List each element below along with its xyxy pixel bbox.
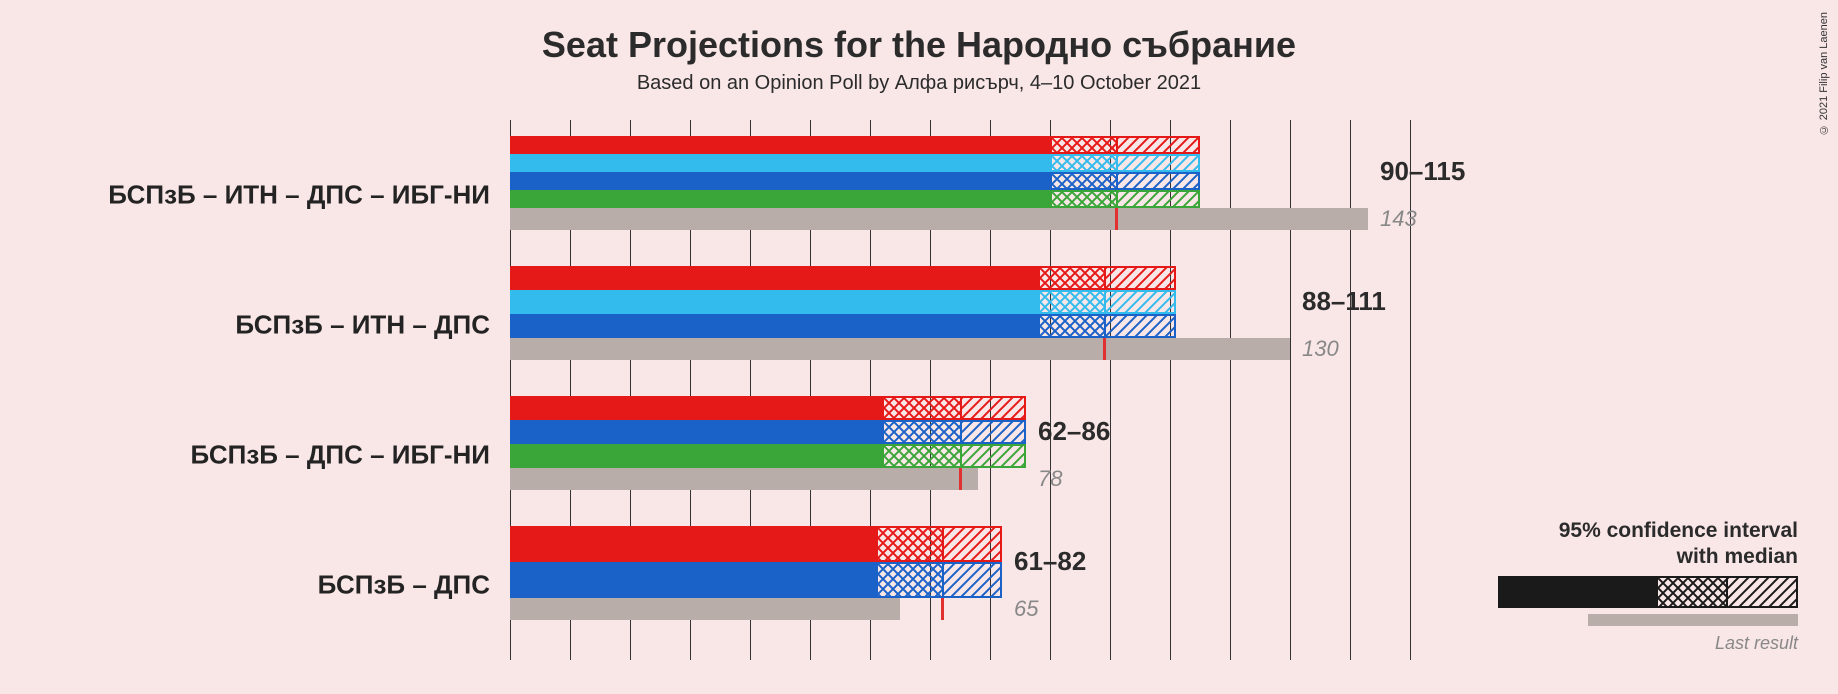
median-tick — [959, 468, 962, 490]
chart-title: Seat Projections for the Народно събрани… — [0, 0, 1838, 66]
stripe-diag — [1104, 290, 1176, 314]
stripe-diag — [1104, 266, 1176, 290]
range-label: 88–111 — [1302, 286, 1386, 317]
chart-subtitle: Based on an Opinion Poll by Алфа рисърч,… — [0, 72, 1838, 95]
stripe-crosshatch — [1038, 266, 1104, 290]
stripe-solid — [510, 562, 876, 598]
range-label: 90–115 — [1380, 156, 1465, 187]
stripe-solid — [510, 444, 882, 468]
stripe-solid — [510, 136, 1050, 154]
stripe-diag — [1104, 314, 1176, 338]
stripe-crosshatch — [882, 396, 960, 420]
stripe-diag — [942, 526, 1002, 562]
range-label: 62–86 — [1038, 416, 1110, 447]
last-result-label: 65 — [1014, 596, 1038, 622]
last-result-label: 78 — [1038, 466, 1062, 492]
legend-title: 95% confidence interval with median — [1498, 518, 1798, 571]
last-result-bar — [510, 208, 1368, 230]
legend-segment — [1728, 576, 1798, 608]
coalition-row: БСПзБ – ИТН – ДПС88–111130 — [510, 260, 1410, 390]
stripe-crosshatch — [1050, 172, 1116, 190]
stripe-crosshatch — [876, 562, 942, 598]
legend-last-bar — [1588, 614, 1798, 626]
stripe-solid — [510, 190, 1050, 208]
stripe-crosshatch — [1038, 314, 1104, 338]
legend-title-line2: with median — [1677, 545, 1798, 568]
last-result-label: 143 — [1380, 206, 1417, 232]
median-tick — [941, 598, 944, 620]
median-tick — [1115, 208, 1118, 230]
stripe-solid — [510, 172, 1050, 190]
stripe-solid — [510, 526, 876, 562]
stripe-diag — [1116, 172, 1200, 190]
copyright-text: © 2021 Filip van Laenen — [1818, 12, 1830, 135]
coalition-label: БСПзБ – ДПС — [30, 570, 490, 601]
legend-segment — [1658, 576, 1728, 608]
stripe-solid — [510, 154, 1050, 172]
range-label: 61–82 — [1014, 546, 1086, 577]
last-result-bar — [510, 468, 978, 490]
stripe-diag — [1116, 190, 1200, 208]
coalition-label: БСПзБ – ДПС – ИБГ-НИ — [30, 440, 490, 471]
stripe-solid — [510, 314, 1038, 338]
stripe-crosshatch — [882, 444, 960, 468]
stripe-diag — [942, 562, 1002, 598]
legend: 95% confidence interval with median Last… — [1498, 518, 1798, 655]
last-result-bar — [510, 338, 1290, 360]
coalition-row: БСПзБ – ДПС – ИБГ-НИ62–8678 — [510, 390, 1410, 520]
stripe-crosshatch — [882, 420, 960, 444]
coalition-row: БСПзБ – ДПС61–8265 — [510, 520, 1410, 650]
stripe-crosshatch — [1050, 136, 1116, 154]
coalition-label: БСПзБ – ИТН – ДПС – ИБГ-НИ — [30, 180, 490, 211]
stripe-crosshatch — [1050, 190, 1116, 208]
legend-title-line1: 95% confidence interval — [1559, 519, 1798, 542]
legend-segment — [1498, 576, 1658, 608]
coalition-row: БСПзБ – ИТН – ДПС – ИБГ-НИ90–115143 — [510, 130, 1410, 260]
last-result-label: 130 — [1302, 336, 1339, 362]
stripe-crosshatch — [876, 526, 942, 562]
stripe-diag — [960, 396, 1026, 420]
stripe-crosshatch — [1050, 154, 1116, 172]
median-tick — [1103, 338, 1106, 360]
stripe-solid — [510, 290, 1038, 314]
stripe-diag — [960, 444, 1026, 468]
stripe-solid — [510, 266, 1038, 290]
legend-confidence-bar — [1498, 576, 1798, 608]
stripe-diag — [960, 420, 1026, 444]
stripe-solid — [510, 396, 882, 420]
stripe-diag — [1116, 154, 1200, 172]
stripe-solid — [510, 420, 882, 444]
coalition-label: БСПзБ – ИТН – ДПС — [30, 310, 490, 341]
stripe-crosshatch — [1038, 290, 1104, 314]
last-result-bar — [510, 598, 900, 620]
stripe-diag — [1116, 136, 1200, 154]
chart-plot-area: БСПзБ – ИТН – ДПС – ИБГ-НИ90–115143БСПзБ… — [510, 120, 1410, 660]
gridline — [1410, 120, 1411, 660]
legend-last-label: Last result — [1498, 633, 1798, 654]
